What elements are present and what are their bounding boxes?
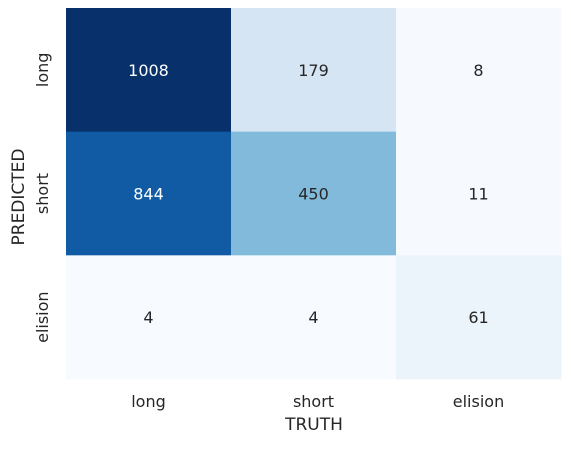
heatmap-cell-short-elision xyxy=(396,131,562,256)
heatmap-cell-long-elision xyxy=(396,8,562,133)
heatmap-value-labels: 1008 179 8 844 450 11 4 4 61 xyxy=(128,61,489,327)
heatmap-cell-elision-short xyxy=(231,255,397,380)
heatmap-value-label: 844 xyxy=(133,185,164,204)
heatmap-value-label: 179 xyxy=(298,61,329,80)
heatmap-value-label: 11 xyxy=(468,185,488,204)
y-tick-label: short xyxy=(33,173,52,214)
heatmap-cell-elision-elision xyxy=(396,255,562,380)
heatmap-value-label: 4 xyxy=(308,308,318,327)
x-tick-label: elision xyxy=(453,392,504,411)
x-tick-label: long xyxy=(131,392,166,411)
y-tick-labels: long short elision xyxy=(33,53,52,343)
heatmap-value-label: 1008 xyxy=(128,61,169,80)
heatmap-value-label: 61 xyxy=(468,308,488,327)
heatmap-cells xyxy=(66,8,562,380)
x-tick-labels: long short elision xyxy=(131,392,504,411)
heatmap-value-label: 450 xyxy=(298,185,329,204)
y-axis-label: PREDICTED xyxy=(9,149,29,246)
heatmap-cell-short-long xyxy=(66,131,232,256)
heatmap-cell-elision-long xyxy=(66,255,232,380)
x-axis-label: TRUTH xyxy=(284,415,343,435)
y-tick-label: long xyxy=(33,53,52,88)
heatmap-cell-long-long xyxy=(66,8,232,133)
heatmap-cell-short-short xyxy=(231,131,397,256)
heatmap-value-label: 4 xyxy=(143,308,153,327)
heatmap-value-label: 8 xyxy=(473,61,483,80)
y-tick-label: elision xyxy=(33,291,52,342)
heatmap-cell-long-short xyxy=(231,8,397,133)
x-tick-label: short xyxy=(293,392,334,411)
